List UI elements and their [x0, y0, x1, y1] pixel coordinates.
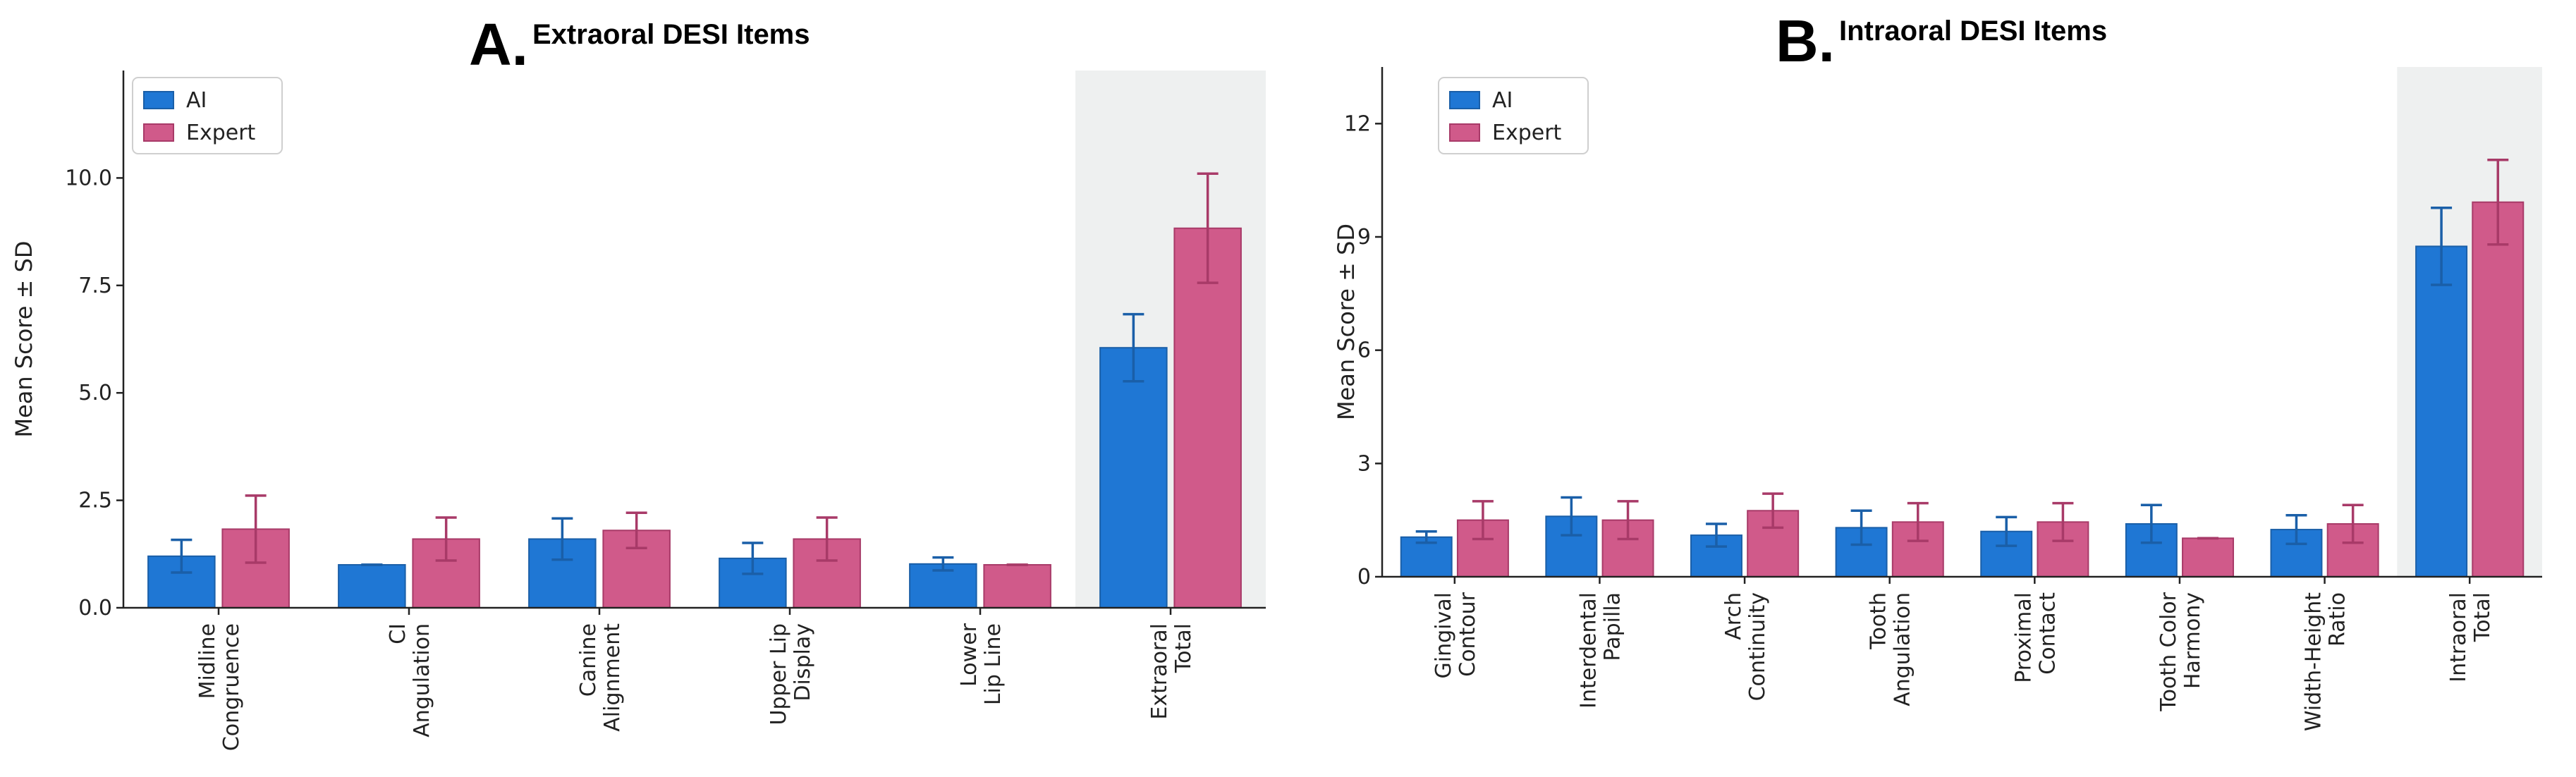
y-tick-label: 12: [1344, 111, 1371, 136]
bar-ai-7: [2415, 245, 2468, 577]
bar-expert-5: [2182, 537, 2235, 578]
category-label-5: Extraoral: [1147, 623, 1172, 720]
category-label-6: Width-Height: [2302, 592, 2326, 731]
category-label-2: Arch: [1721, 592, 1746, 640]
bar-expert-7: [2472, 201, 2525, 577]
legend-swatch-ai: [1449, 91, 1480, 109]
y-tick-label: 3: [1357, 451, 1371, 476]
panel-letter: B.: [1776, 8, 1835, 74]
category-label-0: Congruence: [219, 623, 244, 751]
category-label-4: Proximal: [2011, 592, 2036, 683]
category-label-1: Interdental: [1576, 592, 1601, 709]
category-label-3: Upper Lip: [767, 623, 791, 725]
category-label-2: Canine: [576, 623, 601, 697]
y-tick-label: 0.0: [78, 596, 112, 620]
legend-label-expert: Expert: [1492, 121, 1562, 145]
y-tick-label: 10.0: [65, 166, 112, 190]
y-tick-label: 6: [1357, 338, 1371, 363]
category-label-7: Total: [2470, 592, 2495, 642]
y-tick-label: 5.0: [78, 381, 112, 405]
y-tick-label: 7.5: [78, 274, 112, 298]
panel-title: Extraoral DESI Items: [532, 19, 810, 50]
y-tick-label: 9: [1357, 225, 1371, 250]
panel-letter: A.: [469, 11, 528, 78]
bar-ai-1: [338, 564, 406, 608]
legend-swatch-expert: [143, 123, 174, 142]
bar-expert-4: [983, 564, 1051, 608]
y-axis-label: Mean Score ± SD: [1333, 224, 1360, 420]
bar-expert-0: [221, 528, 290, 608]
category-label-4: Contact: [2035, 592, 2060, 675]
legend-label-ai: AI: [1492, 88, 1513, 113]
category-label-7: Intraoral: [2446, 592, 2471, 683]
category-label-1: Angulation: [410, 623, 434, 738]
category-label-0: Gingival: [1432, 592, 1456, 678]
category-label-3: Angulation: [1891, 592, 1915, 706]
category-label-3: Display: [790, 623, 815, 702]
y-tick-label: 0: [1357, 565, 1371, 589]
category-label-5: Harmony: [2180, 592, 2205, 689]
legend-label-ai: AI: [186, 88, 207, 113]
category-label-0: Contour: [1455, 592, 1480, 676]
panel-title: Intraoral DESI Items: [1839, 16, 2107, 47]
legend-swatch-ai: [143, 91, 174, 109]
category-label-4: Lip Line: [981, 623, 1006, 705]
category-label-1: CI: [386, 623, 410, 644]
category-label-1: Papilla: [1600, 592, 1625, 661]
category-label-6: Ratio: [2326, 592, 2350, 647]
category-label-5: Total: [1171, 623, 1196, 673]
bar-expert-5: [1173, 227, 1242, 608]
category-label-5: Tooth Color: [2156, 592, 2181, 711]
category-label-2: Alignment: [600, 623, 625, 732]
legend-label-expert: Expert: [186, 121, 256, 145]
y-tick-label: 2.5: [78, 489, 112, 513]
category-label-3: Tooth: [1867, 592, 1891, 650]
category-label-0: Midline: [195, 623, 220, 699]
category-label-2: Continuity: [1745, 592, 1770, 701]
y-axis-label: Mean Score ± SD: [11, 240, 37, 437]
legend-swatch-expert: [1449, 123, 1480, 142]
bar-ai-5: [1099, 347, 1168, 608]
category-label-4: Lower: [957, 623, 982, 687]
